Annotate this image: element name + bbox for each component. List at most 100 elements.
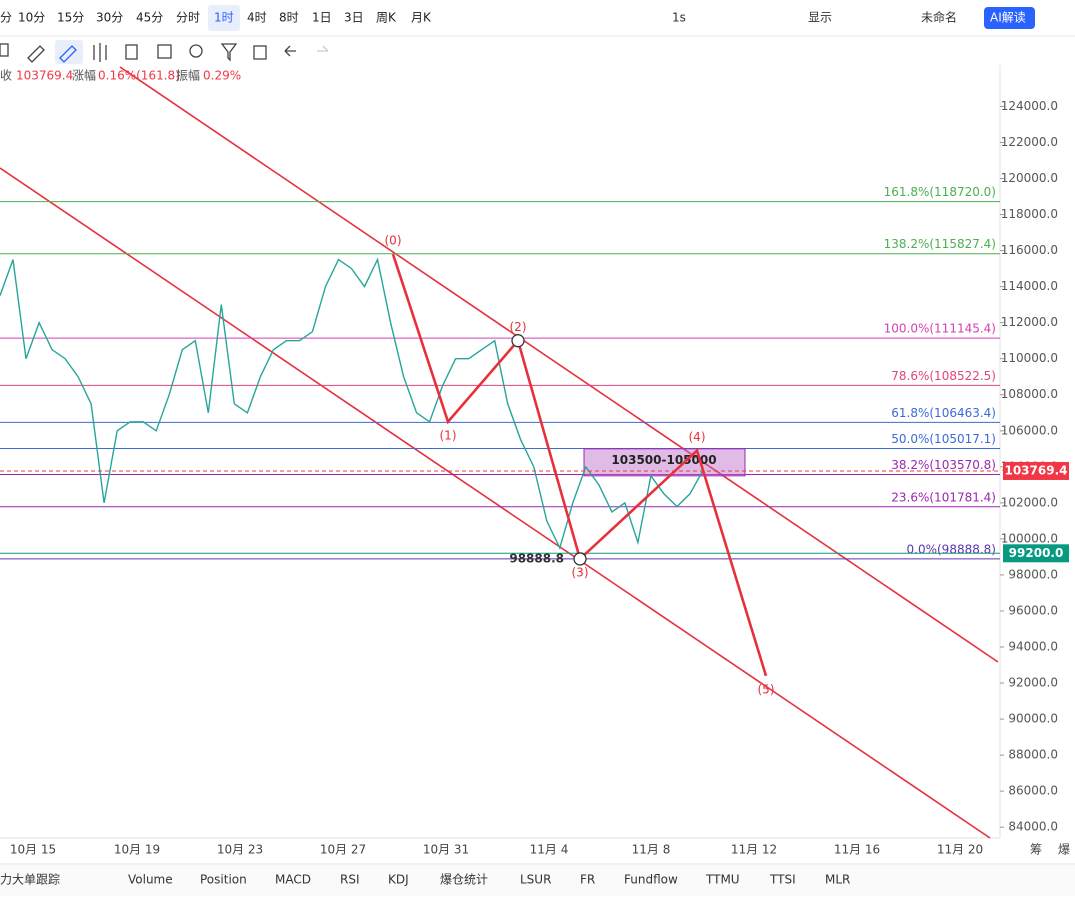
y-tick-label: 116000.0 [1001,243,1058,257]
channel [0,66,999,839]
interval-button[interactable]: 8时 [279,11,299,25]
y-tick-label: 90000.0 [1008,712,1058,726]
wave-label: (3) [572,565,589,579]
y-tick-label: 102000.0 [1001,495,1058,509]
interval-button[interactable]: 周K [376,11,397,25]
tool-icon[interactable] [220,43,238,62]
tool-icon[interactable] [0,43,9,57]
y-tick-label: 94000.0 [1008,640,1058,654]
interval-button[interactable]: 30分 [96,11,123,25]
interval-active [208,5,240,31]
x-tick-label: 11月 8 [632,843,671,857]
x-tick-label: 10月 27 [320,843,366,857]
wave-label: (1) [440,428,457,442]
fib-label: 161.8%(118720.0) [884,185,996,199]
y-tick-label: 120000.0 [1001,171,1058,185]
indicator-tab[interactable]: KDJ [388,873,409,887]
interval-button[interactable]: 月K [411,11,432,25]
x-tick-label: 11月 12 [731,843,777,857]
tool-icon[interactable] [93,43,107,62]
fib-label: 61.8%(106463.4) [891,406,996,420]
indicator-tab[interactable]: 爆仓统计 [440,873,488,887]
toolbar-button[interactable]: 未命名 [921,10,957,25]
fib-label: 23.6%(101781.4) [891,490,996,504]
toolbar-button[interactable]: 1s [672,11,686,25]
tool-active[interactable] [55,40,83,64]
indicator-tab[interactable]: MACD [275,873,311,887]
channel-line [0,167,991,839]
tool-icon[interactable] [253,45,267,60]
tool-icon[interactable] [125,44,138,60]
y-tick-label: 84000.0 [1008,820,1058,834]
drawing-tools [0,40,329,64]
wave-label: (5) [758,682,775,696]
y-tick-label: 118000.0 [1001,207,1058,221]
side-label: 筹 [1030,843,1042,857]
x-tick-label: 10月 19 [114,843,160,857]
indicator-tab[interactable]: 力大单跟踪 [0,873,60,887]
interval-button[interactable]: 45分 [136,11,163,25]
tool-icon[interactable] [27,45,45,63]
y-tick-label: 98000.0 [1008,567,1058,581]
price-tag [1003,461,1069,480]
wave-line [391,253,768,677]
x-tick-label: 10月 31 [423,843,469,857]
toolbar-button[interactable]: 显示 [808,11,832,25]
y-tick-label: 112000.0 [1001,315,1058,329]
y-tick-label: 106000.0 [1001,423,1058,437]
interval-button[interactable]: 1日 [312,11,332,25]
indicator-tab[interactable]: FR [580,873,595,887]
x-tick-label: 11月 20 [937,843,983,857]
x-tick-label: 11月 16 [834,843,880,857]
interval-button[interactable]: 15分 [57,11,84,25]
interval-button[interactable]: 分时 [176,11,200,25]
tool-icon[interactable] [317,45,329,52]
y-tick-label: 124000.0 [1001,99,1058,113]
fib-label: 38.2%(103570.8) [891,458,996,472]
price-tag [1003,544,1069,563]
indicator-tab[interactable]: Fundflow [624,873,678,887]
channel-line [119,66,999,663]
indicator-tab[interactable]: LSUR [520,873,551,887]
interval-button[interactable]: 4时 [247,11,267,25]
info-text: 103769.4 [16,69,73,83]
y-tick-label: 92000.0 [1008,676,1058,690]
indicator-tab[interactable]: RSI [340,873,360,887]
indicator-tab[interactable]: TTSI [769,873,796,887]
info-text: 涨幅 [72,68,96,83]
indicator-tab[interactable]: TTMU [705,873,740,887]
y-tick-label: 122000.0 [1001,135,1058,149]
interval-button[interactable]: 3日 [344,11,364,25]
tool-icon[interactable] [284,45,296,57]
toolbar [0,0,1075,36]
tool-icon[interactable] [189,44,203,58]
wave-point [573,552,587,566]
price-tag-label: 103769.4 [1004,463,1067,477]
toolbar-button[interactable]: AI解读 [990,11,1026,25]
x-tick-label: 10月 15 [10,843,56,857]
price-line [0,257,704,550]
interval-button[interactable]: 1时 [214,11,234,25]
indicator-tab[interactable]: Position [200,873,247,887]
fib-label: 78.6%(108522.5) [891,369,996,383]
info-text: 收 [0,69,12,83]
tab-bar [0,864,1075,896]
low-label: 98888.8 [509,551,564,565]
y-tick-label: 108000.0 [1001,387,1058,401]
fib-label: 138.2%(115827.4) [884,237,996,251]
y-tick-label: 100000.0 [1001,531,1058,545]
x-tick-label: 11月 4 [530,843,569,857]
tool-icon[interactable] [157,44,172,59]
fib-label: 100.0%(111145.4) [884,322,996,336]
indicator-tab[interactable]: MLR [825,873,850,887]
ai-button[interactable] [984,7,1035,29]
y-tick-label: 88000.0 [1008,748,1058,762]
y-tick-label: 114000.0 [1001,279,1058,293]
interval-button[interactable]: 10分 [18,11,45,25]
fib-label: 50.0%(105017.1) [891,432,996,446]
tool-icon[interactable] [59,45,77,63]
interval-button[interactable]: 分 [0,11,12,25]
indicator-tab[interactable]: Volume [128,873,173,887]
wave-label: (2) [510,320,527,334]
